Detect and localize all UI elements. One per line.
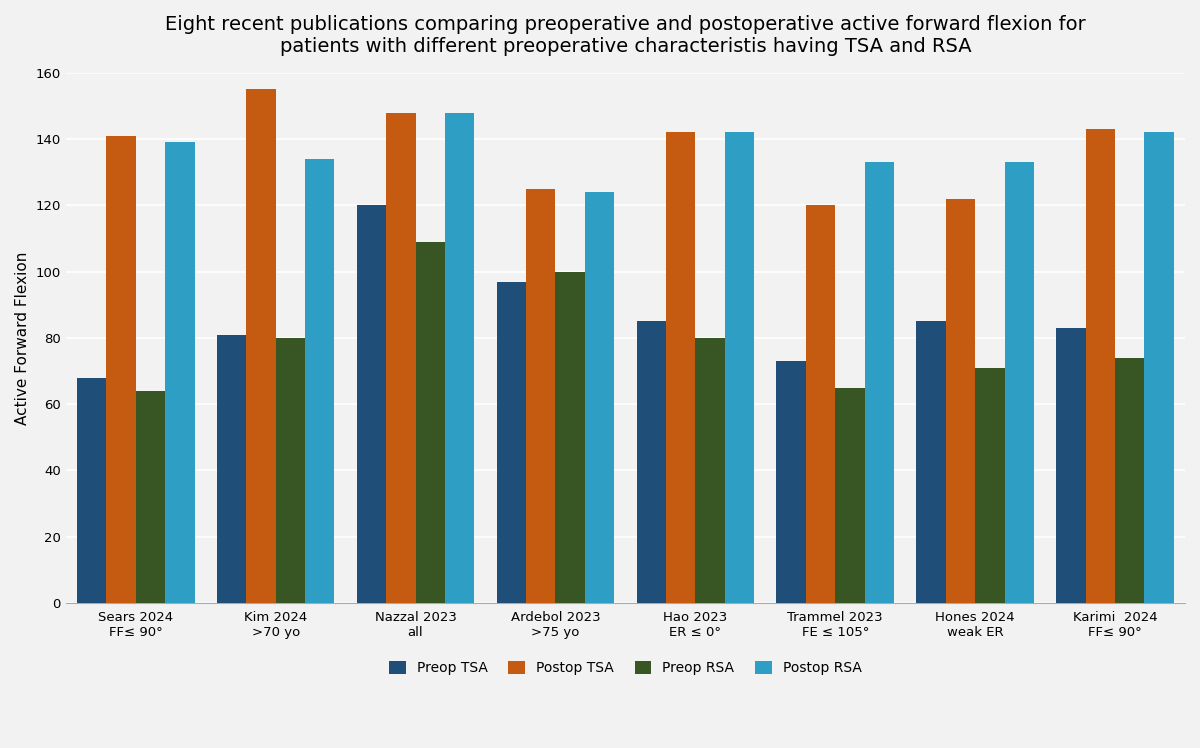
Bar bbox=[497, 281, 526, 603]
Bar bbox=[806, 206, 835, 603]
Legend: Preop TSA, Postop TSA, Preop RSA, Postop RSA: Preop TSA, Postop TSA, Preop RSA, Postop… bbox=[383, 656, 868, 681]
Bar bbox=[386, 113, 415, 603]
Bar bbox=[415, 242, 445, 603]
Bar bbox=[77, 378, 107, 603]
Bar bbox=[725, 132, 754, 603]
Bar bbox=[356, 206, 386, 603]
Bar bbox=[636, 322, 666, 603]
Bar bbox=[865, 162, 894, 603]
Bar bbox=[1004, 162, 1034, 603]
Y-axis label: Active Forward Flexion: Active Forward Flexion bbox=[14, 251, 30, 425]
Bar bbox=[946, 199, 976, 603]
Bar bbox=[695, 338, 725, 603]
Bar bbox=[136, 391, 166, 603]
Title: Eight recent publications comparing preoperative and postoperative active forwar: Eight recent publications comparing preo… bbox=[166, 15, 1086, 56]
Bar bbox=[1145, 132, 1174, 603]
Bar bbox=[1115, 358, 1145, 603]
Bar bbox=[276, 338, 305, 603]
Bar bbox=[917, 322, 946, 603]
Bar bbox=[776, 361, 806, 603]
Bar bbox=[1056, 328, 1086, 603]
Bar bbox=[166, 142, 194, 603]
Bar bbox=[305, 159, 335, 603]
Bar bbox=[246, 90, 276, 603]
Bar bbox=[666, 132, 695, 603]
Bar bbox=[526, 188, 556, 603]
Bar bbox=[835, 387, 865, 603]
Bar bbox=[1086, 129, 1115, 603]
Bar bbox=[107, 136, 136, 603]
Bar bbox=[584, 192, 614, 603]
Bar bbox=[445, 113, 474, 603]
Bar bbox=[556, 272, 584, 603]
Bar bbox=[217, 334, 246, 603]
Bar bbox=[976, 368, 1004, 603]
